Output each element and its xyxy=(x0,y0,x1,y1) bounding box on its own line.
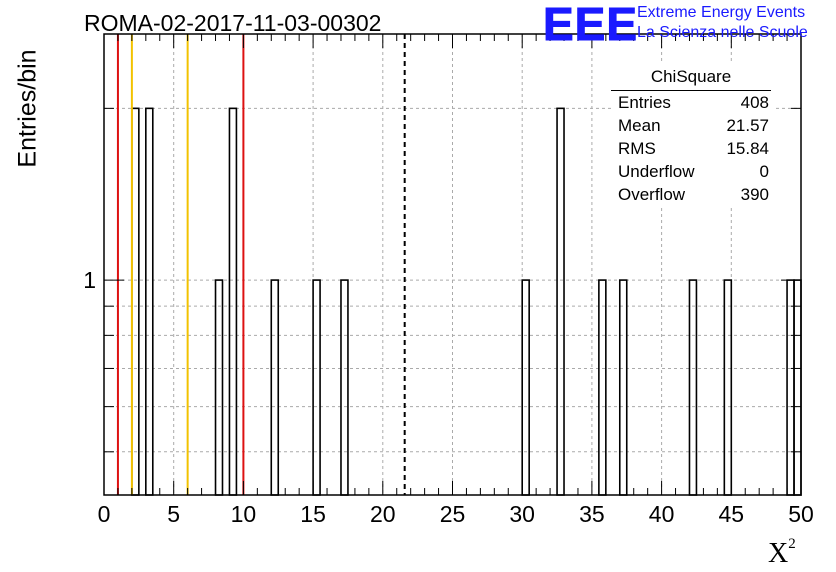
x-axis-label-base: X xyxy=(768,538,789,569)
histogram-bar xyxy=(598,279,607,496)
histogram-bar xyxy=(340,279,349,496)
x-tick-label: 10 xyxy=(231,501,257,527)
histogram-bar xyxy=(618,279,628,496)
histogram-bar xyxy=(131,107,140,496)
histogram-bar xyxy=(723,279,733,496)
histogram-bar xyxy=(793,279,802,496)
stats-value: 0 xyxy=(759,162,769,181)
histogram-bar xyxy=(270,279,280,496)
x-tick-label: 45 xyxy=(719,501,745,527)
x-tick-label: 30 xyxy=(509,501,535,527)
histogram-bar xyxy=(214,279,224,496)
stats-label: Underflow xyxy=(618,162,695,181)
stats-value: 15.84 xyxy=(726,139,769,158)
y-axis-label: Entries/bin xyxy=(13,49,42,168)
x-tick-label: 25 xyxy=(440,501,466,527)
stats-label: RMS xyxy=(618,139,656,158)
histogram-bar xyxy=(312,279,321,496)
stats-row-rms: RMS 15.84 xyxy=(611,137,775,160)
x-tick-label: 40 xyxy=(649,501,675,527)
histogram-bar xyxy=(521,279,530,496)
stats-value: 390 xyxy=(740,185,769,204)
y-tick-label: 1 xyxy=(83,267,96,293)
stats-row-entries: Entries 408 xyxy=(611,91,775,114)
histogram-bar xyxy=(228,107,238,496)
x-tick-label: 50 xyxy=(788,501,814,527)
stats-label: Overflow xyxy=(618,185,686,204)
stats-title: ChiSquare xyxy=(611,64,771,91)
logo-line-2: La Scienza nelle Scuole xyxy=(637,24,808,41)
histogram-bar xyxy=(556,107,565,496)
axis-ticks xyxy=(103,34,802,495)
x-tick-label: 5 xyxy=(167,501,180,527)
stats-row-overflow: Overflow 390 xyxy=(611,183,775,206)
stats-label: Entries xyxy=(618,93,671,112)
x-tick-label: 20 xyxy=(370,501,396,527)
logo-line-1: Extreme Energy Events xyxy=(637,4,806,21)
x-tick-label: 15 xyxy=(300,501,326,527)
tick-labels: 0 5 10 15 20 25 30 35 40 45 50 1 xyxy=(83,267,814,527)
reference-lines xyxy=(116,34,406,495)
histogram-bar xyxy=(145,107,154,496)
histogram-bar xyxy=(688,279,698,496)
histogram-bar xyxy=(786,279,795,496)
x-tick-label: 0 xyxy=(98,501,111,527)
stats-value: 408 xyxy=(740,93,769,112)
stats-row-mean: Mean 21.57 xyxy=(611,114,775,137)
chart-title: ROMA-02-2017-11-03-00302 xyxy=(84,10,382,36)
stats-label: Mean xyxy=(618,116,661,135)
x-axis-label-superscript: 2 xyxy=(788,536,796,552)
stats-box: ChiSquare Entries 408 Mean 21.57 RMS 15.84 … xyxy=(611,64,775,206)
x-tick-label: 35 xyxy=(579,501,605,527)
stats-value: 21.57 xyxy=(726,116,769,135)
x-axis-label: X2 xyxy=(768,536,796,570)
eee-logo: EEE xyxy=(542,0,639,50)
stats-row-underflow: Underflow 0 xyxy=(611,160,775,183)
